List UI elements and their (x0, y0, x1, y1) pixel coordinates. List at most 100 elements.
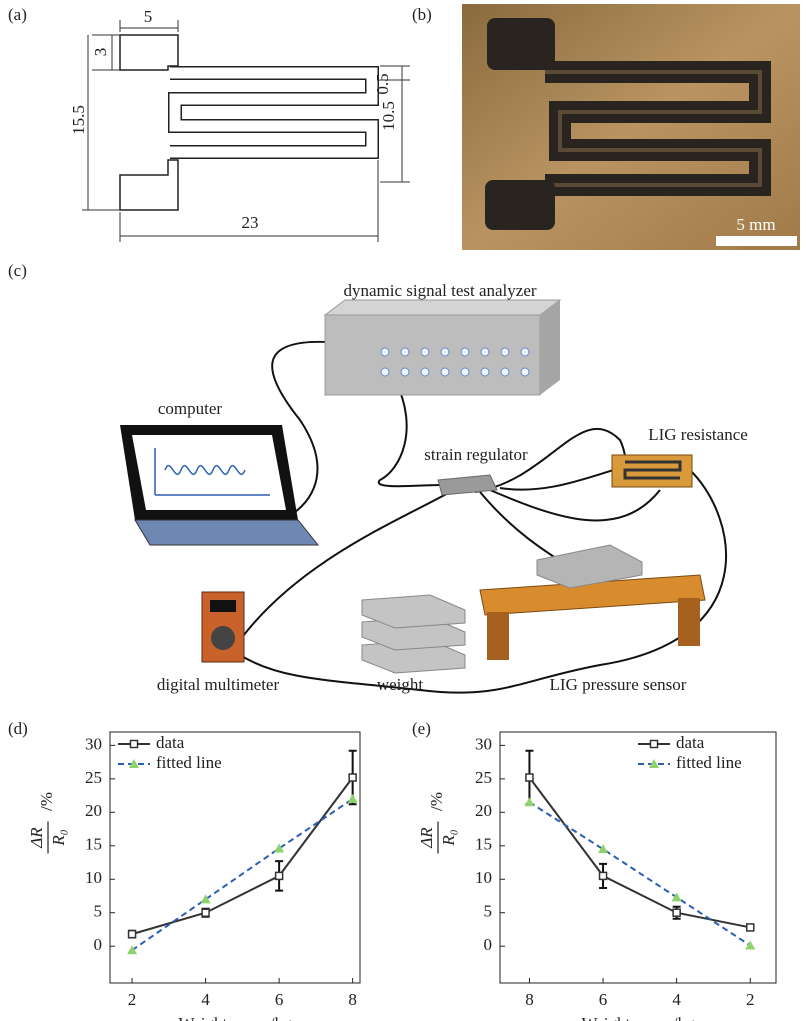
y-tick-label: 30 (85, 734, 102, 753)
plot-frame (110, 732, 360, 983)
panel-label: (c) (8, 261, 27, 280)
series-line (529, 802, 750, 945)
analyzer-top (325, 300, 560, 315)
legend-label: data (156, 733, 185, 752)
legend-symbol (131, 741, 138, 748)
marker (127, 945, 137, 954)
x-axis-label: Weight mass /kg (582, 1014, 695, 1021)
legend-label: fitted line (676, 753, 742, 772)
pad (485, 180, 555, 230)
weights (362, 595, 465, 673)
y-tick-label: 5 (484, 902, 493, 921)
laptop-keyboard (135, 520, 318, 545)
y-tick-label: 0 (94, 935, 103, 954)
x-tick-label: 6 (599, 990, 608, 1009)
beam-leg (678, 598, 700, 646)
pad (487, 18, 555, 70)
y-tick-label: 20 (475, 801, 492, 820)
x-tick-label: 4 (672, 990, 681, 1009)
pad (120, 35, 178, 70)
marker (201, 894, 211, 903)
panel-c: (c) dynamic signal test analyzer compute… (8, 261, 748, 694)
trace-inner (170, 73, 372, 152)
component-label: LIG pressure sensor (550, 675, 687, 694)
x-tick-label: 2 (746, 990, 755, 1009)
multimeter-display (210, 600, 236, 612)
marker (600, 872, 607, 879)
y-tick-label: 5 (94, 902, 103, 921)
x-tick-label: 6 (275, 990, 284, 1009)
dim-text: 0.5 (373, 73, 392, 94)
panel-label: (e) (412, 719, 431, 738)
analyzer-side (540, 300, 560, 395)
y-label-denominator: R₀ (439, 829, 458, 846)
y-tick-label: 25 (475, 768, 492, 787)
component-label: computer (158, 399, 223, 418)
legend-symbol (651, 741, 658, 748)
marker (598, 844, 608, 853)
panel-label: (d) (8, 719, 28, 738)
panel-a: (a) 5 3 15.5 0.5 10.5 23 (8, 5, 410, 242)
component-label: digital multimeter (157, 675, 280, 694)
x-tick-label: 8 (348, 990, 357, 1009)
marker (745, 941, 755, 950)
y-label-denominator: R₀ (49, 829, 68, 846)
marker (129, 931, 136, 938)
multimeter-dial (211, 626, 235, 650)
marker (202, 909, 209, 916)
series-line (529, 778, 750, 928)
series-line (132, 778, 353, 935)
y-label-numerator: ΔR (27, 827, 46, 849)
figure: (a) 5 3 15.5 0.5 10.5 23 (b) 5 mm (c) (0, 0, 806, 1021)
x-axis-label: Weight mass /kg (179, 1014, 292, 1021)
scale-bar (716, 236, 797, 246)
y-tick-label: 10 (85, 868, 102, 887)
y-label-unit: /% (427, 792, 446, 811)
y-tick-label: 10 (475, 868, 492, 887)
marker (276, 872, 283, 879)
y-label-numerator: ΔR (417, 827, 436, 849)
regulator (438, 475, 497, 495)
legend-marker (131, 741, 138, 748)
dim-text: 3 (91, 48, 110, 57)
dim-text: 23 (242, 213, 259, 232)
y-tick-label: 25 (85, 768, 102, 787)
y-tick-label: 15 (475, 835, 492, 854)
marker (274, 843, 284, 852)
panel-label: (a) (8, 5, 27, 24)
legend-marker (651, 741, 658, 748)
marker (348, 794, 358, 803)
legend-label: fitted line (156, 753, 222, 772)
y-tick-label: 30 (475, 734, 492, 753)
dim-text: 15.5 (69, 105, 88, 135)
component-label: weight (377, 675, 424, 694)
component-label: LIG resistance (648, 425, 748, 444)
pad (120, 160, 178, 210)
x-tick-label: 2 (128, 990, 137, 1009)
scale-text: 5 mm (736, 215, 775, 234)
beam-leg (487, 612, 509, 660)
dim-text: 5 (144, 7, 153, 26)
component-label: dynamic signal test analyzer (343, 281, 536, 300)
x-tick-label: 4 (201, 990, 210, 1009)
marker (349, 774, 356, 781)
y-tick-label: 15 (85, 835, 102, 854)
marker (672, 892, 682, 901)
x-tick-label: 8 (525, 990, 534, 1009)
marker (526, 774, 533, 781)
panel-label: (b) (412, 5, 432, 24)
component-label: strain regulator (424, 445, 528, 464)
panel-b: (b) 5 mm (412, 4, 800, 250)
y-label-unit: /% (37, 792, 56, 811)
legend-label: data (676, 733, 705, 752)
chart: (d)0510152025302468Weight mass /kgΔRR₀/%… (8, 719, 360, 1021)
charts: (d)0510152025302468Weight mass /kgΔRR₀/%… (8, 719, 776, 1021)
marker (524, 797, 534, 806)
y-tick-label: 0 (484, 935, 493, 954)
marker (673, 909, 680, 916)
marker (747, 924, 754, 931)
trace (170, 73, 372, 152)
